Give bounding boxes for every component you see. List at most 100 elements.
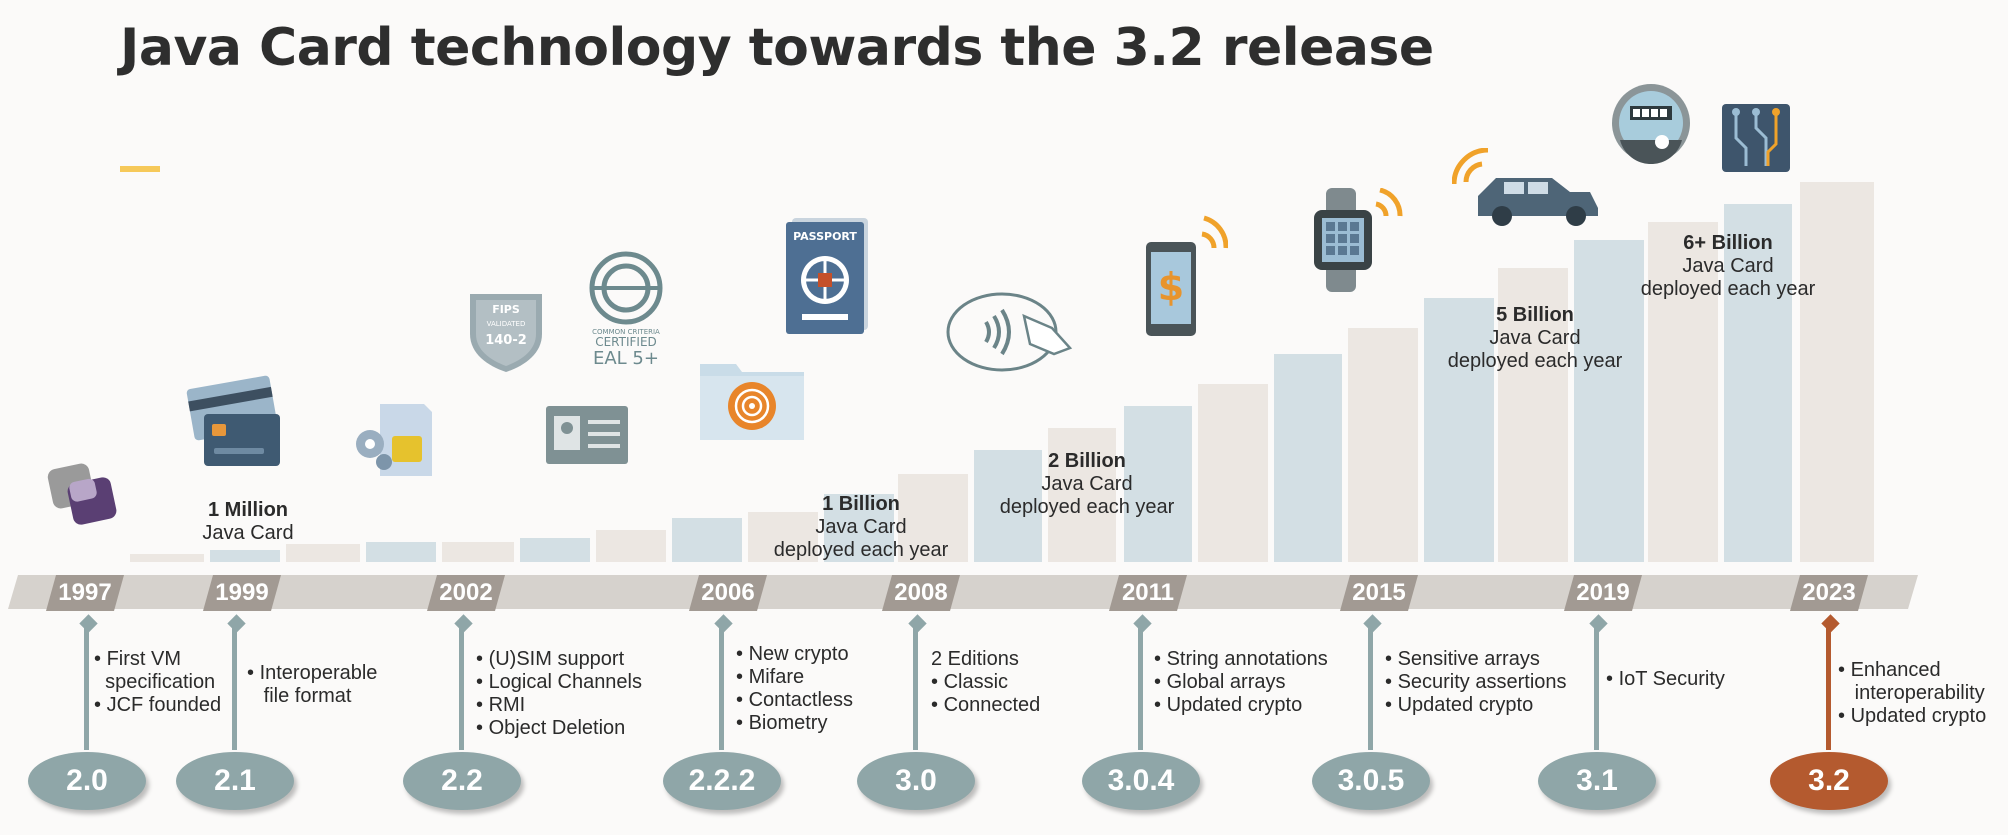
feature-list-3-2: • Enhanced interoperability • Updated cr… [1838,659,1986,728]
annotation-label: Java Card [815,516,907,538]
sim-card-gear-icon [356,404,432,476]
connector-stem [84,622,89,750]
annotation-label: Java Card [1041,473,1133,495]
cc-line3-text: EAL 5+ [593,348,659,369]
growth-bar [672,518,742,562]
version-badge-2-2: 2.2 [403,752,521,810]
connected-car-icon [1452,148,1598,226]
year-tag-2011: 2011 [1109,575,1187,611]
feature-item: • Object Deletion [476,717,626,739]
feature-item: • Sensitive arrays [1385,648,1540,670]
feature-item: • New crypto [736,643,849,665]
feature-item: • Security assertions [1385,671,1567,693]
feature-list-3-0-5: • Sensitive arrays • Security assertions… [1385,648,1567,717]
feature-item: interoperability [1854,682,1985,704]
feature-item: • Interoperable [247,662,378,684]
feature-item: • Classic [931,671,1009,693]
contactless-payment-icon [946,292,1073,372]
fips-label-text: FIPS [492,303,520,316]
feature-item: • String annotations [1154,648,1328,670]
growth-bar [442,542,514,562]
title-accent-line [120,166,160,172]
version-badge-3-0: 3.0 [857,752,975,810]
growth-bar [1048,428,1116,562]
feature-list-2-0: • First VM specification • JCF founded [94,648,221,717]
growth-bar [748,512,818,562]
feature-item: • IoT Security [1606,668,1725,690]
growth-bar [210,550,280,562]
id-card-icon [546,406,628,464]
growth-bar [1198,384,1268,562]
feature-item: file format [263,685,352,707]
annotation-label: deployed each year [773,539,949,561]
version-badge-3-2: 3.2 [1770,752,1888,810]
fips-validated-text: VALIDATED [487,320,526,328]
version-badge-3-0-4: 3.0.4 [1082,752,1200,810]
feature-item: • Mifare [736,666,805,688]
growth-bar [1724,204,1792,562]
connector-stem [913,622,918,750]
year-tag-2015: 2015 [1340,575,1418,611]
feature-item: • Contactless [736,689,854,711]
year-tag-1999: 1999 [203,575,281,611]
common-criteria-icon: COMMON CRITERIA CERTIFIED EAL 5+ [589,251,663,369]
annotation-1-million: 1 Million Java Card [178,499,318,545]
annotation-value: 1 Million [208,499,288,521]
growth-bar [130,554,204,562]
growth-bar [1498,268,1568,562]
annotation-6-billion: 6+ Billion Java Card deployed each year [1623,232,1833,301]
annotation-2-billion: 2 Billion Java Card deployed each year [982,450,1192,519]
feature-item: • First VM [94,648,181,670]
year-tag-2019: 2019 [1564,575,1642,611]
growth-bar [520,538,590,562]
phone-dollar-text: $ [1158,265,1184,309]
feature-item: • RMI [476,694,526,716]
growth-bar [1574,240,1644,562]
connector-stem [1368,622,1373,750]
version-badge-2-2-2: 2.2.2 [663,752,781,810]
growth-bar [1648,222,1718,562]
smart-card-icon [186,375,280,466]
connector-stem [719,622,724,750]
connector-stem [459,622,464,750]
year-tag-2008: 2008 [882,575,960,611]
page-title: Java Card technology towards the 3.2 rel… [120,18,1434,78]
growth-bar [1124,406,1192,562]
feature-list-3-0-4: • String annotations • Global arrays • U… [1154,648,1328,717]
annotation-value: 5 Billion [1496,304,1574,326]
smart-watch-icon [1314,188,1403,292]
growth-bar [286,544,360,562]
feature-list-3-0: 2 Editions • Classic • Connected [931,648,1040,717]
year-tag-2023: 2023 [1790,575,1868,611]
connector-stem [1594,622,1599,750]
annotation-1-billion: 1 Billion Java Card deployed each year [756,493,966,562]
annotation-value: 6+ Billion [1683,232,1773,254]
iot-circuit-icon [1722,104,1790,172]
year-tag-2002: 2002 [427,575,505,611]
connector-stem [1138,622,1143,750]
growth-bar [366,542,436,562]
passport-icon: PASSPORT [786,218,868,334]
java-card-logo-icon [47,463,117,525]
version-badge-3-1: 3.1 [1538,752,1656,810]
annotation-label: Java Card [202,522,294,544]
cc-line1-text: COMMON CRITERIA [592,328,660,336]
feature-item: • Logical Channels [476,671,642,693]
growth-bar [1274,354,1342,562]
feature-list-3-1: • IoT Security [1606,668,1725,691]
feature-item: • JCF founded [94,694,222,716]
year-tag-2006: 2006 [689,575,767,611]
biometry-folder-icon [700,364,804,440]
passport-label-text: PASSPORT [793,230,857,243]
growth-bar [1424,298,1494,562]
growth-bar [596,530,666,562]
feature-item: 2 Editions [931,648,1019,670]
feature-list-2-1: • Interoperable file format [247,662,377,708]
feature-item: • Updated crypto [1385,694,1534,716]
growth-bar [1348,328,1418,562]
connector-stem-highlight [1826,622,1831,750]
growth-bar [974,450,1042,562]
annotation-label: deployed each year [1447,350,1623,372]
annotation-5-billion: 5 Billion Java Card deployed each year [1430,304,1640,373]
annotation-label: deployed each year [999,496,1175,518]
